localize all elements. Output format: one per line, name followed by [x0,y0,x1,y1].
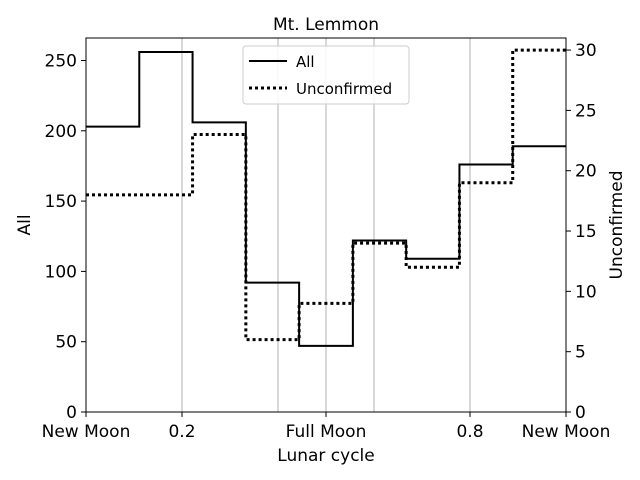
y-axis-left-label: All [15,214,35,235]
chart-title: Mt. Lemmon [273,15,379,35]
y-left-tick-label: 100 [45,262,77,282]
x-tick-label: New Moon [522,422,611,442]
x-tick-label: 0.8 [456,422,483,442]
y-axis-right-label: Unconfirmed [607,171,627,280]
y-axis-right: 0 5 10 15 20 25 30 [566,41,597,423]
y-right-tick-label: 20 [575,162,597,182]
y-axis-left: 0 50 100 150 200 250 [45,51,86,423]
y-right-tick-label: 25 [575,101,597,121]
y-right-tick-label: 15 [575,222,597,242]
y-right-tick-label: 10 [575,282,597,302]
y-left-tick-label: 250 [45,51,77,71]
series-line-unconfirmed [86,48,566,342]
series-layer [86,48,566,347]
legend-label-unconfirmed: Unconfirmed [296,80,392,98]
x-axis-label: Lunar cycle [277,446,374,466]
x-tick-label: 0.2 [168,422,195,442]
x-tick-label: New Moon [42,422,131,442]
y-left-tick-label: 150 [45,192,77,212]
x-axis: New Moon 0.2 Full Moon 0.8 New Moon [42,412,611,442]
y-right-tick-label: 30 [575,41,597,61]
y-right-tick-label: 0 [575,403,586,423]
y-left-tick-label: 50 [55,333,77,353]
legend: All Unconfirmed [242,45,410,105]
x-tick-label: Full Moon [286,422,367,442]
y-left-tick-label: 200 [45,122,77,142]
y-left-tick-label: 0 [66,403,77,423]
y-right-tick-label: 5 [575,343,586,363]
legend-label-all: All [296,53,315,71]
series-line-all [86,51,566,347]
